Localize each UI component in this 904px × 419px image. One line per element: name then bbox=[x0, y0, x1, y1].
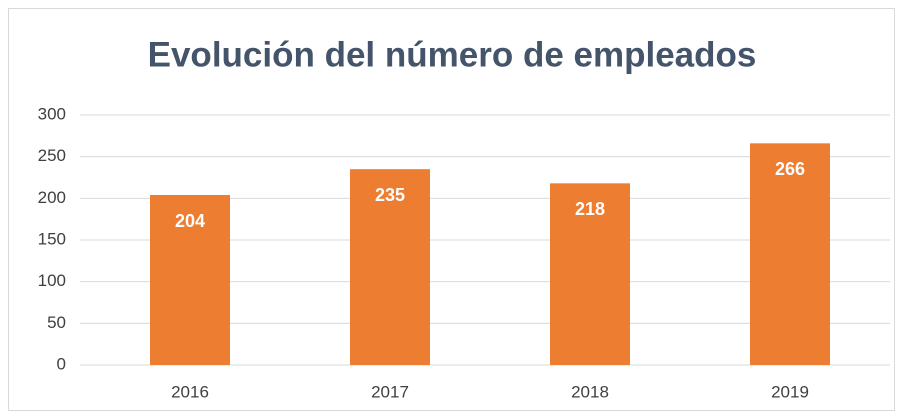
x-tick-label: 2018 bbox=[571, 382, 609, 401]
y-tick-label: 150 bbox=[38, 229, 66, 248]
data-label: 204 bbox=[175, 211, 205, 231]
data-label: 266 bbox=[775, 159, 805, 179]
y-tick-label: 200 bbox=[38, 188, 66, 207]
x-tick-label: 2019 bbox=[771, 382, 809, 401]
chart-title: Evolución del número de empleados bbox=[148, 35, 757, 74]
y-tick-label: 100 bbox=[38, 271, 66, 290]
y-tick-label: 0 bbox=[57, 354, 66, 373]
bar bbox=[150, 195, 230, 365]
bar bbox=[350, 169, 430, 365]
data-label: 235 bbox=[375, 185, 405, 205]
y-tick-label: 300 bbox=[38, 104, 66, 123]
bar bbox=[550, 183, 630, 365]
data-label: 218 bbox=[575, 199, 605, 219]
x-tick-label: 2017 bbox=[371, 382, 409, 401]
y-tick-label: 50 bbox=[47, 313, 66, 332]
x-tick-label: 2016 bbox=[171, 382, 209, 401]
bar bbox=[750, 143, 830, 365]
y-tick-label: 250 bbox=[38, 146, 66, 165]
